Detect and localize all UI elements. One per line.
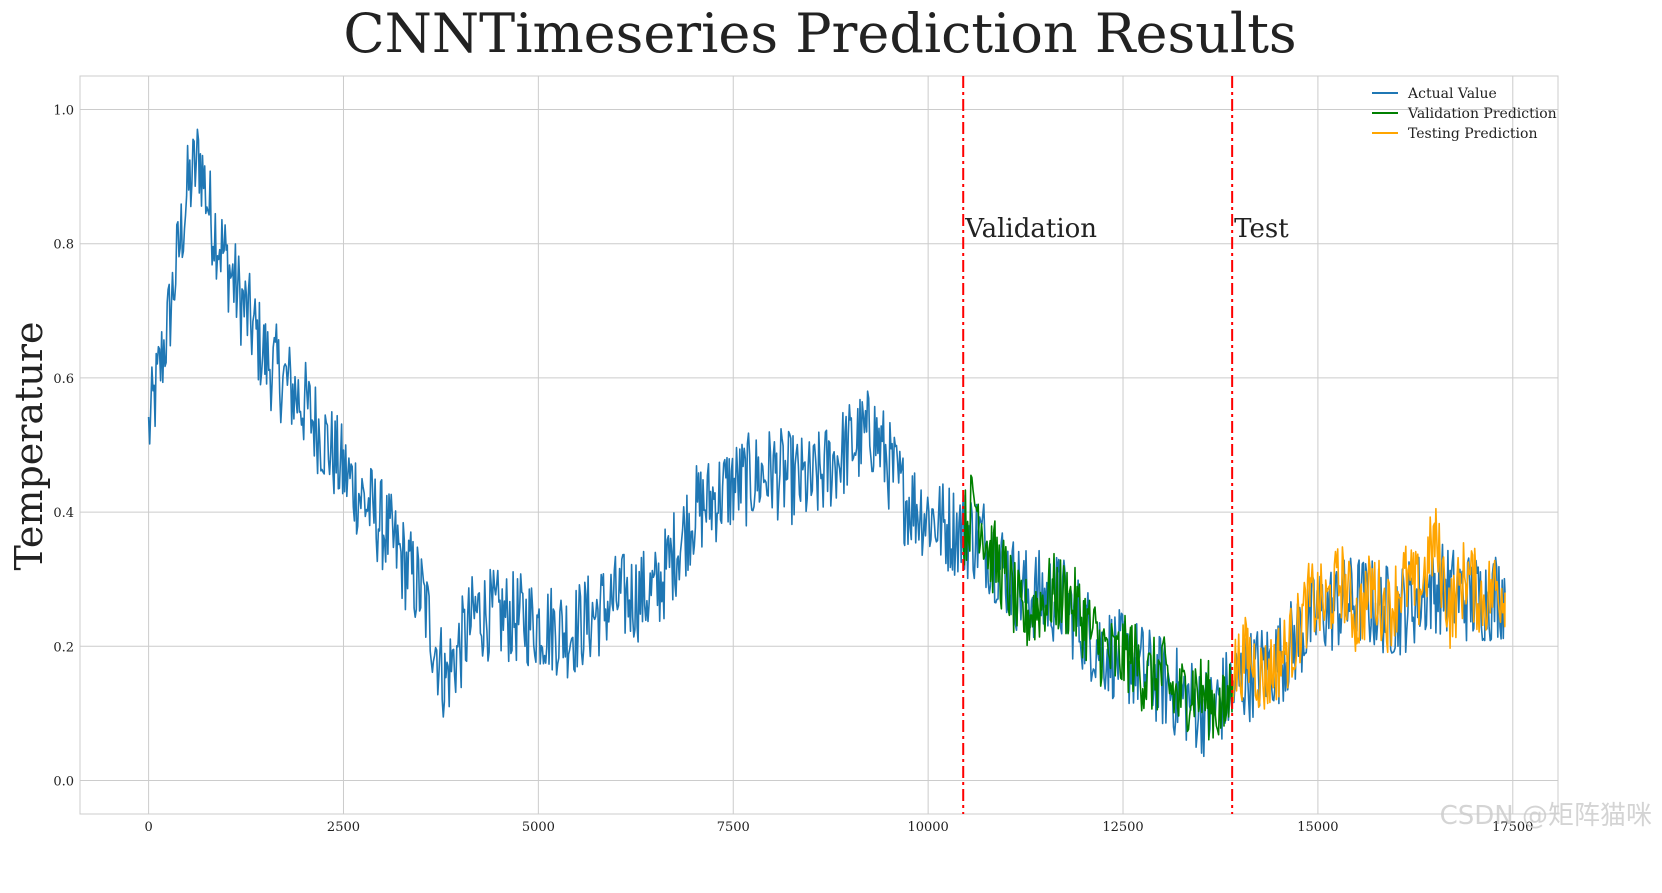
- y-axis-label: Temperature: [7, 322, 51, 571]
- y-tick-label: 0.6: [53, 372, 74, 387]
- x-tick-label: 5000: [522, 820, 555, 835]
- legend-entry-actual: Actual Value: [1372, 86, 1497, 102]
- chart-title: CNNTimeseries Prediction Results: [343, 2, 1296, 65]
- x-tick-label: 0: [144, 820, 152, 835]
- annotation-layer: Validation Test: [964, 214, 1289, 244]
- series-line-2: [1231, 507, 1506, 710]
- annotation-1: Test: [1234, 214, 1289, 244]
- y-tick-label: 0.8: [53, 238, 74, 253]
- watermark: CSDN @矩阵猫咪: [1440, 801, 1652, 831]
- legend-label-validation: Validation Prediction: [1407, 106, 1557, 122]
- x-tick-label: 2500: [327, 820, 360, 835]
- x-tick-label: 7500: [717, 820, 750, 835]
- y-tick-label: 1.0: [53, 104, 74, 119]
- annotation-0: Validation: [964, 214, 1097, 244]
- series-layer: [147, 128, 1506, 758]
- y-tick-label: 0.0: [53, 774, 74, 789]
- series-line-1: [962, 474, 1233, 741]
- tick-labels: 0 2500 5000 7500 10000 12500 15000 17500 0.0 0.2 0…: [53, 104, 1533, 835]
- legend-entry-validation: Validation Prediction: [1372, 106, 1557, 122]
- legend-label-actual: Actual Value: [1407, 86, 1497, 102]
- y-tick-label: 0.4: [53, 506, 74, 521]
- legend-entry-testing: Testing Prediction: [1372, 126, 1537, 142]
- grid: [80, 76, 1558, 814]
- x-tick-label: 15000: [1297, 820, 1338, 835]
- x-tick-label: 10000: [907, 820, 948, 835]
- y-tick-label: 0.2: [53, 640, 74, 655]
- x-tick-label: 12500: [1102, 820, 1143, 835]
- x-tick-label: 17500: [1492, 820, 1533, 835]
- legend: Actual Value Validation Prediction Testi…: [1372, 86, 1557, 142]
- legend-label-testing: Testing Prediction: [1408, 126, 1537, 142]
- vlines-layer: [962, 76, 1234, 814]
